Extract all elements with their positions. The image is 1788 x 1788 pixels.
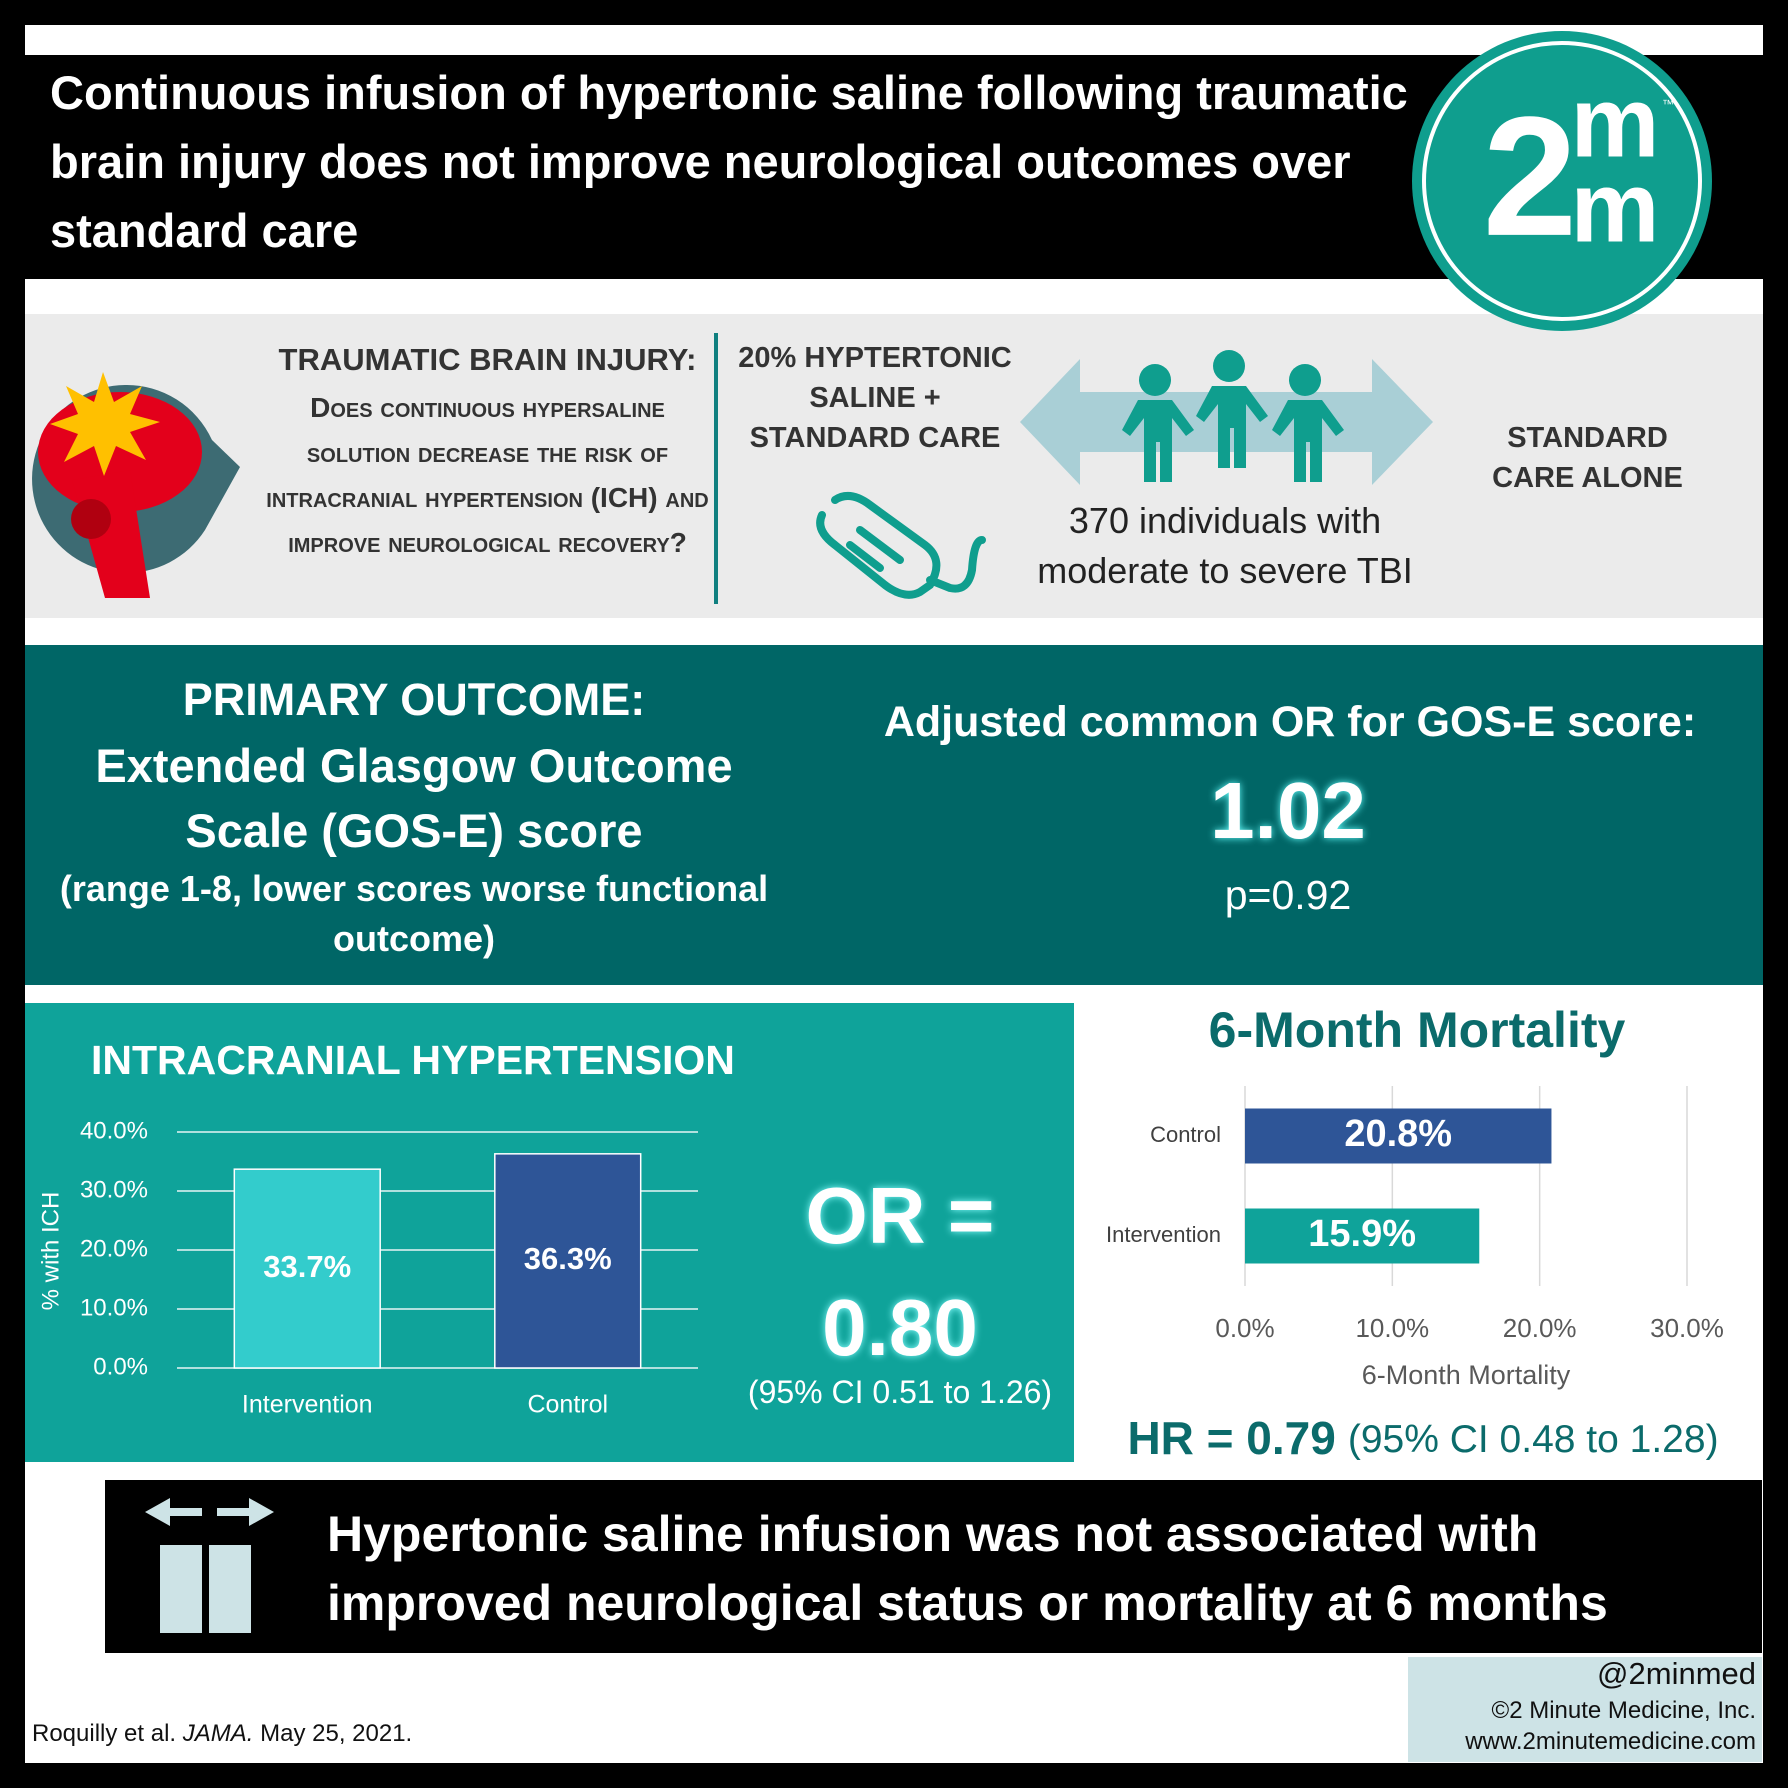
copyright: ©2 Minute Medicine, Inc. xyxy=(1491,1697,1756,1724)
p-value: p=0.92 xyxy=(1224,872,1352,918)
primary-note: (range 1-8, lower scores worse functiona… xyxy=(59,868,769,959)
x-tick-label: 10.0% xyxy=(1355,1313,1429,1343)
intervention-arm: 20% HYPTERTONIC SALINE + STANDARD CARE xyxy=(738,342,1012,454)
logo: 2 m m ™ xyxy=(1412,31,1712,331)
conclusion-band xyxy=(105,1480,1762,1653)
value-label: 33.7% xyxy=(263,1249,351,1284)
chart-title: 6-Month Mortality xyxy=(1209,1002,1626,1058)
primary-measure: Extended Glasgow Outcome Scale (GOS-E) s… xyxy=(95,739,733,857)
logo-letter: m xyxy=(1571,66,1660,178)
bar xyxy=(494,1153,642,1369)
x-tick-label: Intervention xyxy=(242,1391,373,1419)
x-axis-label: 6-Month Mortality xyxy=(1362,1360,1571,1390)
iv-bag-icon xyxy=(816,492,986,599)
divider xyxy=(714,333,718,604)
bar xyxy=(1245,1108,1552,1164)
hr-annotation: HR = 0.79 (95% CI 0.48 to 1.28) xyxy=(1127,1412,1718,1464)
population: 370 individuals with moderate to severe … xyxy=(1037,500,1413,591)
citation-journal: JAMA. xyxy=(182,1720,254,1747)
no-change-icon xyxy=(145,1498,274,1633)
x-tick-label: 30.0% xyxy=(1650,1313,1724,1343)
y-tick-label: 0.0% xyxy=(93,1353,148,1380)
bar xyxy=(233,1168,381,1369)
citation: Roquilly et al. JAMA. May 25, 2021. xyxy=(32,1720,412,1748)
y-tick-label: Intervention xyxy=(1106,1222,1221,1247)
primary-heading: PRIMARY OUTCOME: xyxy=(182,674,646,725)
x-tick-label: Control xyxy=(527,1391,608,1419)
question-band xyxy=(25,314,1763,618)
logo-digit: 2 xyxy=(1483,82,1578,272)
y-tick-label: 10.0% xyxy=(80,1294,148,1321)
website: www.2minutemedicine.com xyxy=(1465,1728,1756,1755)
question-text: Does continuous hypersaline solution dec… xyxy=(266,392,709,558)
title: Continuous infusion of hypertonic saline… xyxy=(50,66,1408,257)
or-ci: (95% CI 0.51 to 1.26) xyxy=(747,1374,1053,1410)
y-tick-label: 20.0% xyxy=(80,1235,148,1262)
credit-box xyxy=(1408,1657,1762,1762)
hr-value: HR = 0.79 xyxy=(1127,1412,1335,1464)
y-tick-label: 40.0% xyxy=(80,1117,148,1144)
primary-band xyxy=(25,645,1763,985)
citation-date: May 25, 2021. xyxy=(260,1720,413,1747)
handle: @2minmed xyxy=(1597,1656,1756,1691)
value-label: 15.9% xyxy=(1308,1213,1416,1255)
question-heading: TRAUMATIC BRAIN INJURY: xyxy=(278,342,697,377)
people-icon xyxy=(1122,350,1344,482)
hr-ci: (95% CI 0.48 to 1.28) xyxy=(1348,1418,1719,1461)
value-label: 36.3% xyxy=(524,1241,612,1276)
result-label: Adjusted common OR for GOS-E score: xyxy=(883,698,1697,746)
control-arm: STANDARD CARE ALONE xyxy=(1492,422,1683,494)
value-label: 20.8% xyxy=(1344,1113,1452,1155)
x-tick-label: 0.0% xyxy=(1215,1313,1274,1343)
conclusion: Hypertonic saline infusion was not assoc… xyxy=(327,1506,1608,1631)
y-tick-label: Control xyxy=(1150,1122,1221,1147)
chart-title: INTRACRANIAL HYPERTENSION xyxy=(91,1037,735,1083)
result-value: 1.02 xyxy=(1210,766,1366,855)
x-tick-label: 20.0% xyxy=(1503,1313,1577,1343)
head-icon xyxy=(32,372,240,598)
y-axis-label: % with ICH xyxy=(37,1192,64,1311)
bar xyxy=(1245,1208,1480,1264)
y-tick-label: 30.0% xyxy=(80,1176,148,1203)
or-annotation: OR = 0.80 xyxy=(805,1171,995,1372)
citation-authors: Roquilly et al. xyxy=(32,1720,177,1747)
logo-letter: m xyxy=(1571,151,1660,263)
logo-mark: ™ xyxy=(1662,97,1674,111)
